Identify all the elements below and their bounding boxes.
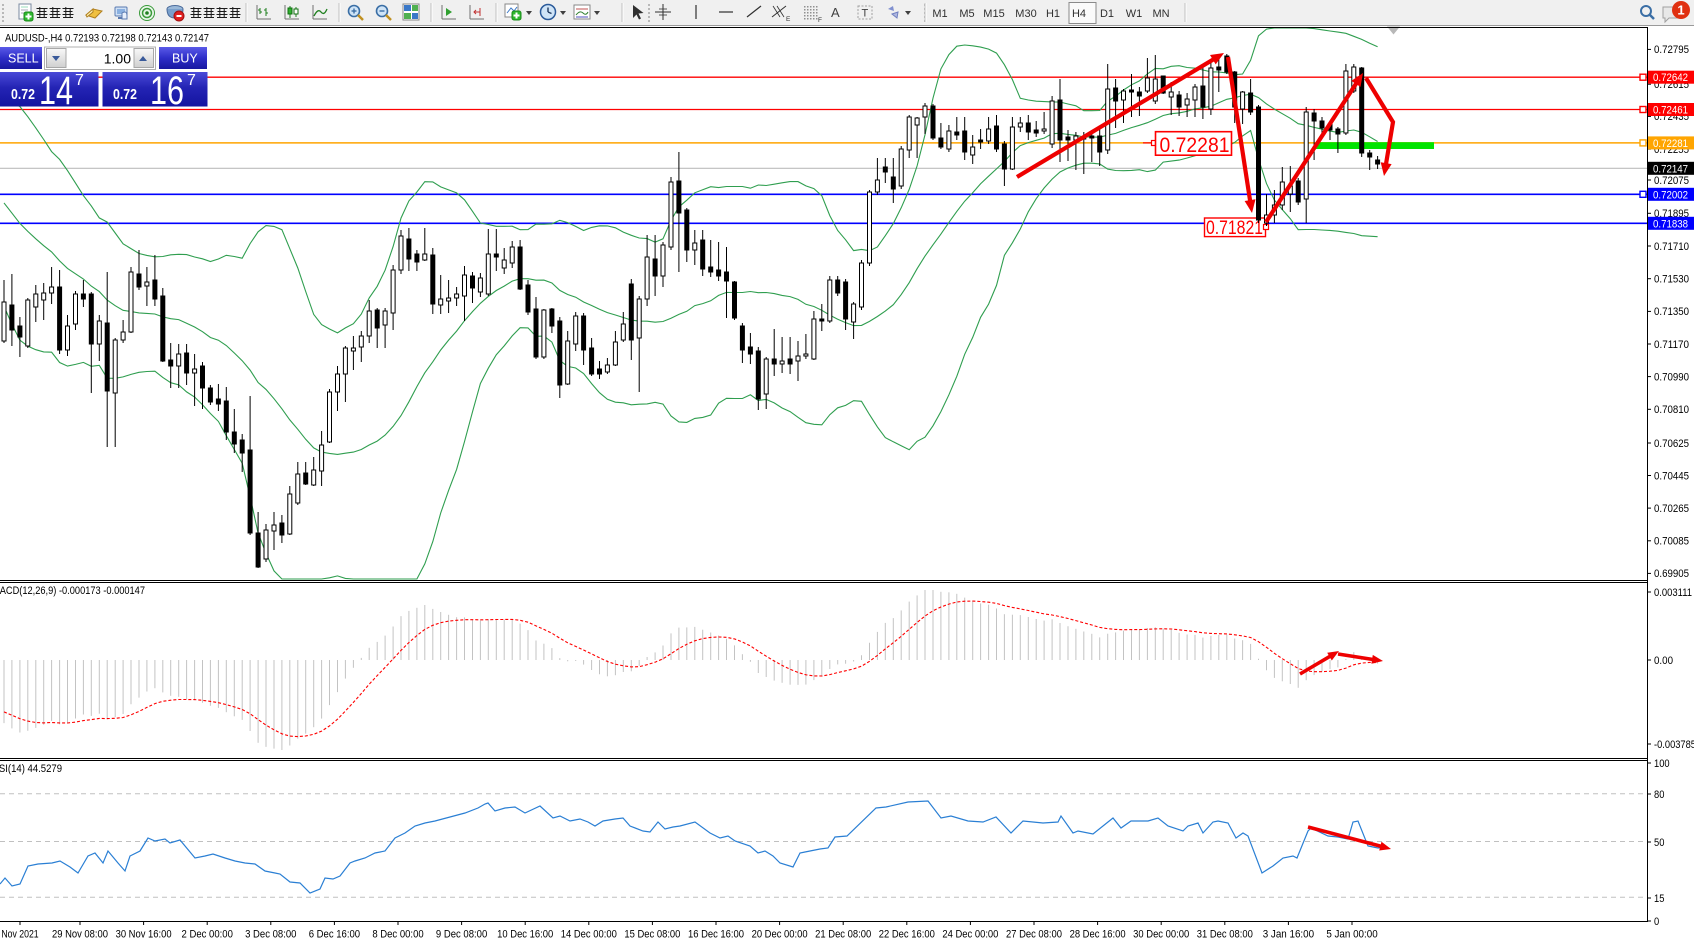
svg-text:0.71821: 0.71821 [1206,218,1263,239]
svg-text:H1: H1 [1046,8,1060,20]
svg-text:MACD(12,26,9) -0.000173 -0.000: MACD(12,26,9) -0.000173 -0.000147 [0,585,145,597]
svg-text:0.00: 0.00 [1654,655,1673,667]
svg-text:0.71170: 0.71170 [1654,339,1689,351]
svg-text:0.72075: 0.72075 [1654,175,1689,187]
svg-text:28 Dec 16:00: 28 Dec 16:00 [1070,929,1126,941]
svg-text:3 Jan 16:00: 3 Jan 16:00 [1263,929,1314,941]
svg-text:0: 0 [1654,916,1659,928]
svg-text:24 Dec 00:00: 24 Dec 00:00 [942,929,998,941]
svg-text:A: A [831,5,840,20]
svg-text:0.003111: 0.003111 [1654,587,1692,599]
svg-text:30 Nov 16:00: 30 Nov 16:00 [116,929,172,941]
svg-text:M30: M30 [1015,8,1036,20]
svg-text:0.72147: 0.72147 [1653,163,1688,175]
svg-text:0.70990: 0.70990 [1654,371,1689,383]
svg-text:MN: MN [1152,8,1169,20]
svg-text:0.70625: 0.70625 [1654,438,1689,450]
svg-text:5 Jan 00:00: 5 Jan 00:00 [1326,929,1377,941]
svg-text:21 Dec 08:00: 21 Dec 08:00 [815,929,871,941]
svg-text:0.72642: 0.72642 [1653,72,1688,84]
svg-text:M5: M5 [959,8,974,20]
svg-text:T: T [862,8,869,20]
svg-text:SELL: SELL [8,52,39,66]
svg-text:16: 16 [150,69,184,113]
svg-text:7: 7 [187,72,196,89]
svg-text:7: 7 [75,72,84,89]
svg-text:0.72: 0.72 [11,87,35,103]
svg-text:0.69905: 0.69905 [1654,568,1689,580]
svg-text:1: 1 [1677,3,1684,18]
svg-text:0.71710: 0.71710 [1654,241,1689,253]
svg-text:20 Dec 00:00: 20 Dec 00:00 [752,929,808,941]
svg-text:Nov 2021: Nov 2021 [1,929,38,941]
svg-text:16 Dec 16:00: 16 Dec 16:00 [688,929,744,941]
svg-text:29 Nov 08:00: 29 Nov 08:00 [52,929,108,941]
svg-text:M1: M1 [932,8,947,20]
svg-text:30 Dec 00:00: 30 Dec 00:00 [1133,929,1189,941]
svg-text:0.71530: 0.71530 [1654,274,1689,286]
svg-text:0.70085: 0.70085 [1654,536,1689,548]
svg-text:0.70265: 0.70265 [1654,503,1689,515]
svg-text:15 Dec 08:00: 15 Dec 08:00 [624,929,680,941]
svg-text:15: 15 [1654,893,1664,905]
svg-text:W1: W1 [1126,8,1143,20]
svg-text:0.71838: 0.71838 [1653,218,1688,230]
svg-text:BUY: BUY [172,52,198,66]
svg-text:0.70445: 0.70445 [1654,470,1689,482]
svg-text:9 Dec 08:00: 9 Dec 08:00 [436,929,487,941]
svg-text:8 Dec 00:00: 8 Dec 00:00 [372,929,423,941]
svg-text:0.70810: 0.70810 [1654,404,1689,416]
svg-text:0.72461: 0.72461 [1653,105,1688,117]
svg-text:22 Dec 16:00: 22 Dec 16:00 [879,929,935,941]
svg-text:0.72002: 0.72002 [1653,189,1688,201]
svg-text:10 Dec 16:00: 10 Dec 16:00 [497,929,553,941]
svg-text:6 Dec 16:00: 6 Dec 16:00 [309,929,360,941]
svg-text:2 Dec 00:00: 2 Dec 00:00 [182,929,233,941]
svg-text:H4: H4 [1072,8,1086,20]
svg-text:3 Dec 08:00: 3 Dec 08:00 [245,929,296,941]
svg-text:50: 50 [1654,837,1664,849]
svg-text:E: E [786,16,791,23]
svg-text:14: 14 [39,69,73,113]
svg-text:AUDUSD-,H4 0.72193 0.72198 0.: AUDUSD-,H4 0.72193 0.72198 0.72143 0.721… [5,33,209,45]
svg-text:0.71350: 0.71350 [1654,306,1689,318]
svg-text:0.72281: 0.72281 [1653,138,1688,150]
svg-text:0.72795: 0.72795 [1654,44,1689,56]
svg-text:M15: M15 [983,8,1004,20]
svg-text:F: F [818,17,822,24]
svg-text:0.72281: 0.72281 [1160,134,1230,157]
svg-text:14 Dec 00:00: 14 Dec 00:00 [561,929,617,941]
svg-text:0.72: 0.72 [113,87,137,103]
svg-text:80: 80 [1654,789,1664,801]
svg-text:31 Dec 08:00: 31 Dec 08:00 [1197,929,1253,941]
svg-text:-0.003785: -0.003785 [1654,739,1694,751]
svg-text:RSI(14) 44.5279: RSI(14) 44.5279 [0,763,62,775]
svg-text:27 Dec 08:00: 27 Dec 08:00 [1006,929,1062,941]
svg-text:D1: D1 [1100,8,1114,20]
svg-text:1.00: 1.00 [104,51,131,67]
svg-text:100: 100 [1654,758,1670,770]
